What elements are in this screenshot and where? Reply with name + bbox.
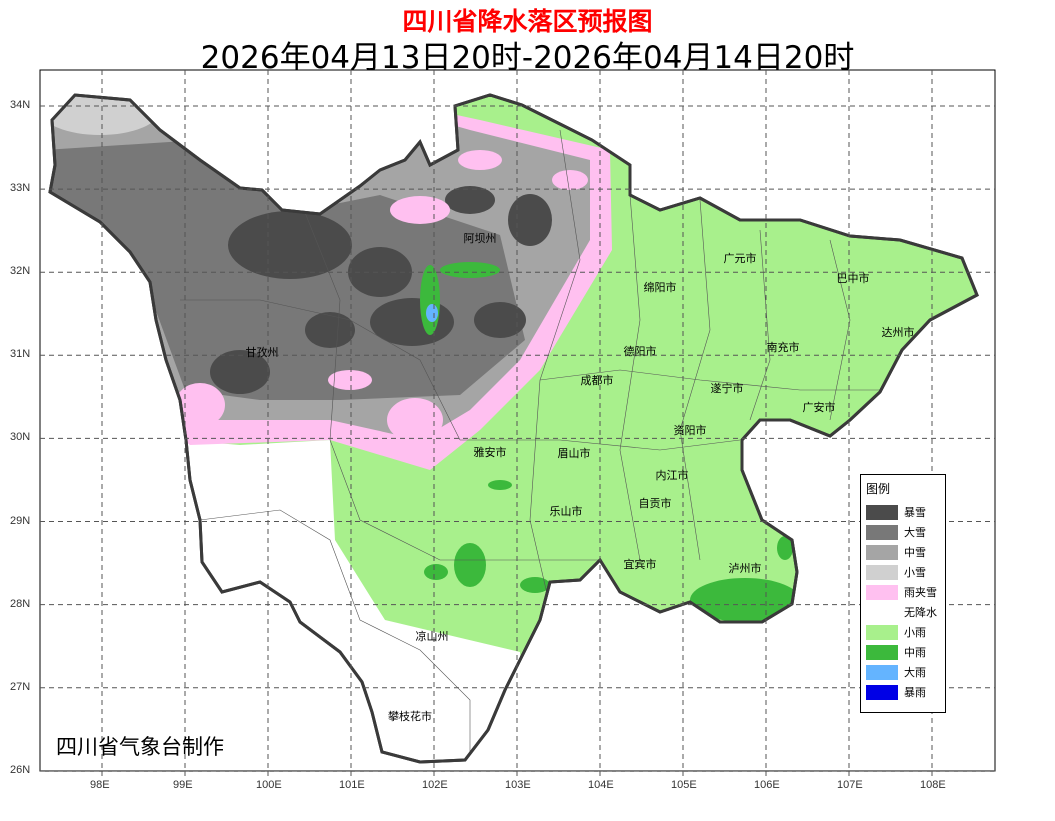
legend-label: 小雪	[904, 566, 926, 579]
legend-item: 暴雪	[865, 503, 926, 521]
y-tick-label: 28N	[10, 597, 31, 610]
y-tick-label: 30N	[10, 431, 31, 444]
legend-label: 中雨	[904, 646, 926, 659]
city-label: 广安市	[802, 401, 836, 414]
city-label: 雅安市	[473, 446, 507, 459]
legend: 图例 暴雪大雪中雪小雪雨夹雪无降水小雨中雨大雨暴雨	[860, 474, 946, 713]
x-tick-label: 99E	[173, 779, 193, 791]
city-label: 攀枝花市	[388, 710, 432, 723]
blizzard-areas	[210, 186, 552, 394]
city-label: 凉山州	[415, 630, 449, 643]
legend-item: 中雪	[865, 543, 926, 561]
x-tick-label: 102E	[422, 779, 448, 791]
legend-swatch	[865, 503, 899, 521]
legend-swatch	[865, 523, 899, 541]
province-border-outline	[48, 93, 979, 764]
city-label: 资阳市	[673, 424, 707, 437]
city-label: 广元市	[723, 252, 757, 265]
city-label: 内江市	[655, 469, 689, 482]
x-tick-label: 100E	[256, 779, 282, 791]
city-label: 南充市	[766, 341, 800, 354]
x-tick-label: 103E	[505, 779, 531, 791]
graticule	[40, 70, 995, 776]
city-label: 泸州市	[728, 562, 762, 575]
city-label: 眉山市	[557, 447, 591, 460]
city-label: 阿坝州	[463, 232, 497, 245]
credit-text: 四川省气象台制作	[56, 735, 224, 759]
city-label: 成都市	[580, 374, 614, 387]
legend-label: 暴雨	[904, 686, 926, 699]
legend-swatch	[865, 623, 899, 641]
x-tick-label: 107E	[837, 779, 863, 791]
y-tick-label: 29N	[10, 514, 31, 527]
y-tick-label: 33N	[10, 182, 31, 195]
legend-label: 小雨	[904, 626, 926, 639]
y-tick-label: 31N	[10, 348, 31, 361]
y-tick-label: 26N	[10, 763, 31, 776]
city-label: 德阳市	[623, 345, 657, 358]
city-label: 乐山市	[549, 505, 583, 518]
legend-item: 大雨	[865, 663, 926, 681]
x-tick-label: 108E	[920, 779, 946, 791]
legend-label: 中雪	[904, 546, 926, 559]
county-boundaries	[180, 129, 880, 760]
x-tick-label: 104E	[588, 779, 614, 791]
legend-item: 暴雨	[865, 683, 926, 701]
legend-item: 小雪	[865, 563, 926, 581]
legend-swatch	[865, 543, 899, 561]
city-label: 绵阳市	[643, 281, 677, 294]
legend-item: 雨夹雪	[865, 583, 937, 601]
legend-label: 大雨	[904, 666, 926, 679]
city-label: 甘孜州	[245, 346, 279, 359]
y-tick-label: 34N	[10, 99, 31, 111]
legend-swatch	[865, 663, 899, 681]
heavy-rain-area	[426, 304, 438, 322]
legend-swatch	[865, 683, 899, 701]
legend-label: 暴雪	[904, 506, 926, 519]
legend-swatch	[865, 643, 899, 661]
moderate-rain-areas	[420, 262, 800, 622]
city-label: 达州市	[881, 326, 915, 339]
legend-swatch	[865, 583, 899, 601]
city-label: 遂宁市	[710, 382, 744, 395]
legend-swatch	[865, 563, 899, 581]
x-tick-label: 98E	[90, 779, 110, 791]
legend-label: 大雪	[904, 526, 926, 539]
map-title: 四川省降水落区预报图	[402, 7, 653, 36]
legend-item: 小雨	[865, 623, 926, 641]
legend-label: 无降水	[904, 606, 937, 619]
legend-item: 大雪	[865, 523, 926, 541]
legend-title: 图例	[866, 482, 891, 496]
legend-label: 雨夹雪	[904, 586, 937, 599]
legend-swatch	[865, 603, 899, 621]
x-tick-label: 106E	[754, 779, 780, 791]
city-label: 巴中市	[836, 272, 870, 285]
x-tick-label: 101E	[339, 779, 365, 791]
x-tick-label: 105E	[671, 779, 697, 791]
legend-item: 无降水	[865, 603, 937, 621]
y-tick-label: 32N	[10, 265, 31, 278]
y-tick-label: 27N	[10, 680, 31, 693]
city-label: 宜宾市	[623, 558, 657, 571]
legend-item: 中雨	[865, 643, 926, 661]
city-label: 自贡市	[638, 497, 672, 510]
sleet-patches	[175, 150, 588, 442]
